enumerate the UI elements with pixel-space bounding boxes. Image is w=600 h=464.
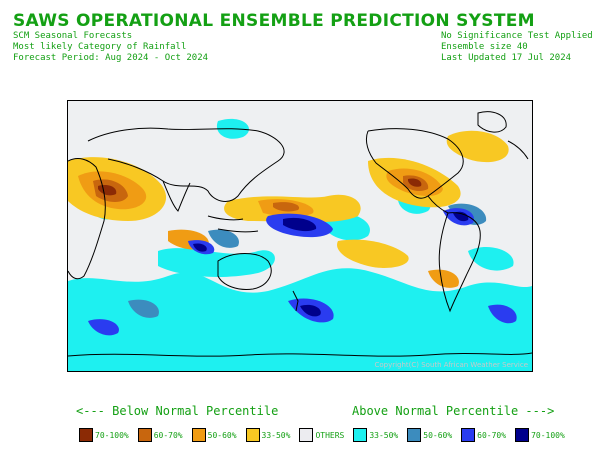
legend-swatch: [245, 428, 260, 442]
legend-item: 33-50%: [353, 428, 398, 442]
legend-swatch: [353, 428, 368, 442]
ensemble-size: Ensemble size 40: [441, 42, 528, 52]
legend-swatch: [461, 428, 476, 442]
legend-item: 50-60%: [191, 428, 237, 442]
legend-item: 60-70%: [461, 428, 506, 442]
legend-item: 70-100%: [79, 428, 129, 442]
rainfall-map-graphic: [68, 101, 532, 371]
category-label: Most likely Category of Rainfall: [13, 42, 187, 52]
legend-item: 70-100%: [515, 428, 565, 442]
color-legend: 70-100% 60-70% 50-60% 33-50% OTHERS 33-5…: [79, 428, 574, 442]
legend-label: 60-70%: [477, 430, 507, 440]
legend-label: 70-100%: [95, 430, 129, 440]
below-normal-heading: <--- Below Normal Percentile: [76, 404, 279, 418]
forecast-info-right: No Significance Test Applied Ensemble si…: [441, 31, 593, 64]
above-normal-heading: Above Normal Percentile --->: [352, 404, 555, 418]
legend-swatch: [137, 428, 152, 442]
legend-item: 60-70%: [137, 428, 183, 442]
forecast-info-left: SCM Seasonal Forecasts Most likely Categ…: [13, 31, 208, 64]
legend-swatch: [407, 428, 422, 442]
legend-label: 70-100%: [531, 430, 565, 440]
legend-label: 50-60%: [207, 430, 237, 440]
legend-item: 50-60%: [407, 428, 452, 442]
forecast-period: Forecast Period: Aug 2024 - Oct 2024: [13, 53, 209, 63]
legend-label: OTHERS: [315, 430, 345, 440]
legend-label: 50-60%: [423, 430, 453, 440]
legend-label: 33-50%: [261, 430, 291, 440]
copyright-notice: Copyright(C) South African Weather Servi…: [374, 361, 528, 369]
legend-swatch: [299, 428, 314, 442]
subtitle: SCM Seasonal Forecasts: [13, 31, 133, 41]
legend-swatch: [79, 428, 93, 442]
forecast-map: Copyright(C) South African Weather Servi…: [67, 100, 533, 372]
legend-swatch: [191, 428, 206, 442]
page-title: SAWS OPERATIONAL ENSEMBLE PREDICTION SYS…: [13, 11, 535, 31]
last-updated: Last Updated 17 Jul 2024: [441, 53, 572, 63]
legend-item: OTHERS: [299, 428, 344, 442]
legend-item: 33-50%: [245, 428, 291, 442]
significance-note: No Significance Test Applied: [441, 31, 593, 41]
legend-label: 60-70%: [153, 430, 183, 440]
legend-swatch: [515, 428, 530, 442]
legend-label: 33-50%: [369, 430, 399, 440]
